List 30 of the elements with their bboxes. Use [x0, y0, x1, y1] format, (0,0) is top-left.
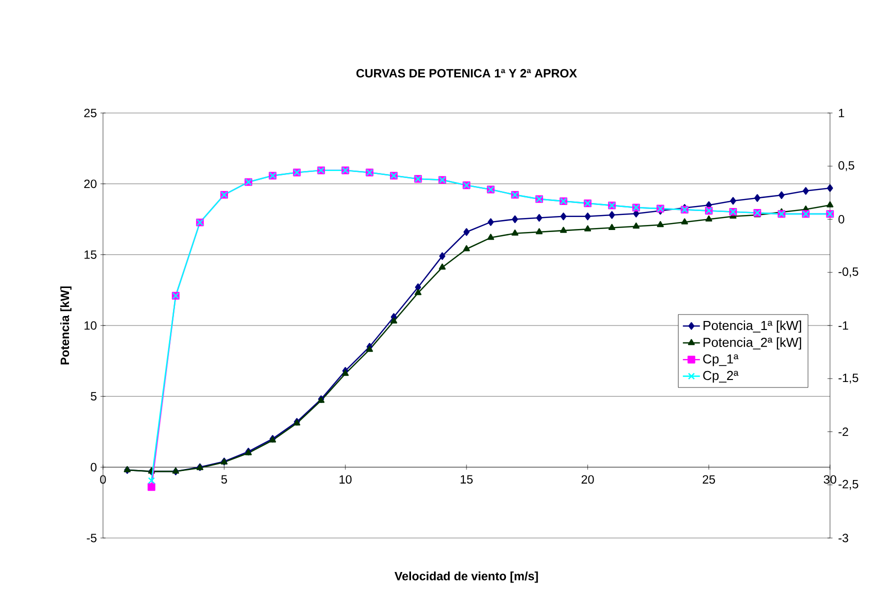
y-tick-label: 0	[90, 462, 97, 472]
y2-tick-label: -0,5	[838, 267, 858, 278]
x-tick-label: 25	[702, 475, 716, 484]
y2-tick-label: 1	[838, 108, 844, 118]
x-tick-label: 0	[100, 475, 106, 484]
legend-label: Potencia_1ª [kW]	[704, 320, 802, 333]
x-tick-label: 10	[340, 475, 352, 484]
y-tick-label: 10	[84, 321, 97, 330]
y-tick-label: 20	[84, 180, 97, 188]
y-axis-title: Potencia [kW]	[60, 286, 72, 364]
y2-tick-label: -2	[838, 428, 848, 436]
x-tick-label: 20	[582, 475, 594, 484]
y2-tick-label: -1,5	[838, 374, 858, 384]
legend-label: Cp_2ª	[703, 370, 738, 383]
y2-tick-label: -2,5	[838, 480, 858, 490]
y-tick-label: 15	[84, 250, 96, 259]
y2-tick-label: 0,5	[838, 161, 854, 172]
y2-tick-label: 0	[838, 215, 844, 224]
legend-label: Cp_1ª	[703, 354, 738, 366]
legend-label: Potencia_2ª [kW]	[704, 337, 802, 350]
x-tick-label: 30	[824, 475, 836, 484]
x-axis-title: Velocidad de viento [m/s]	[394, 572, 538, 583]
y2-tick-label: -3	[838, 534, 848, 542]
x-tick-label: 5	[221, 475, 228, 484]
y-tick-label: 5	[90, 392, 96, 401]
y2-tick-label: -1	[838, 321, 848, 330]
y-tick-label: 25	[84, 108, 96, 118]
chart-title: CURVAS DE POTENICA 1ª Y 2ª APROX	[356, 69, 577, 78]
x-tick-label: 15	[460, 475, 473, 484]
y-tick-label: -5	[86, 534, 96, 542]
